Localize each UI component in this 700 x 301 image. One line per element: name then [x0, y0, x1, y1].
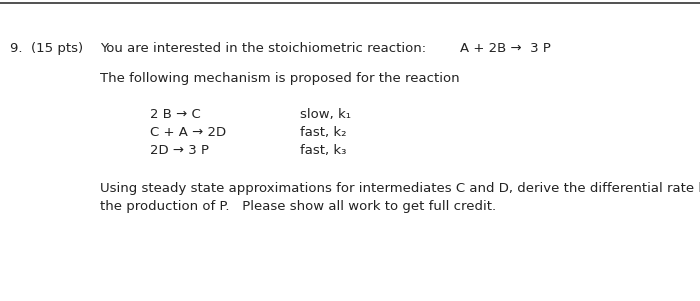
Text: The following mechanism is proposed for the reaction: The following mechanism is proposed for …	[100, 72, 460, 85]
Text: 9.  (15 pts): 9. (15 pts)	[10, 42, 83, 55]
Text: A + 2B →  3 P: A + 2B → 3 P	[460, 42, 551, 55]
Text: Using steady state approximations for intermediates C and D, derive the differen: Using steady state approximations for in…	[100, 182, 700, 195]
Text: fast, k₂: fast, k₂	[300, 126, 346, 139]
Text: 2 B → C: 2 B → C	[150, 108, 201, 121]
Text: You are interested in the stoichiometric reaction:: You are interested in the stoichiometric…	[100, 42, 426, 55]
Text: C + A → 2D: C + A → 2D	[150, 126, 226, 139]
Text: 2D → 3 P: 2D → 3 P	[150, 144, 209, 157]
Text: fast, k₃: fast, k₃	[300, 144, 346, 157]
Text: the production of P.   Please show all work to get full credit.: the production of P. Please show all wor…	[100, 200, 496, 213]
Text: slow, k₁: slow, k₁	[300, 108, 351, 121]
